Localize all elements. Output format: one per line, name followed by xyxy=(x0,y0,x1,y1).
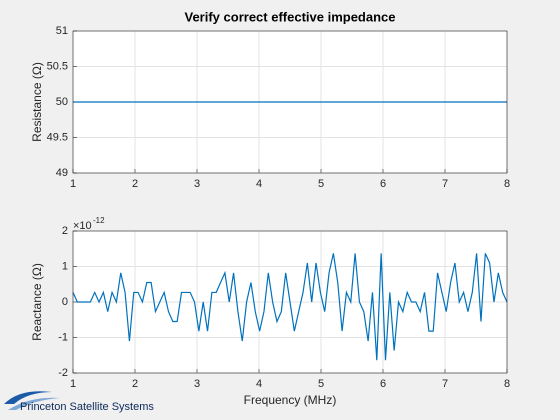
y-axis-label: Reactance (Ω) xyxy=(30,263,44,341)
y-tick-label: 49.5 xyxy=(47,131,68,143)
x-tick-label: 2 xyxy=(132,378,138,390)
x-tick-label: 4 xyxy=(256,378,262,390)
y-tick-label: 49 xyxy=(56,167,68,179)
x-tick-label: 8 xyxy=(504,378,510,390)
x-tick-label: 5 xyxy=(318,178,324,190)
logo: Princeton Satellite Systems xyxy=(4,391,154,413)
logo-swoosh xyxy=(4,391,52,404)
y-tick-label: -1 xyxy=(58,331,68,343)
x-tick-label: 5 xyxy=(318,378,324,390)
x-tick-label: 1 xyxy=(70,378,76,390)
y-exponent-power: -12 xyxy=(93,216,105,225)
y-tick-label: 1 xyxy=(62,260,68,272)
x-tick-label: 6 xyxy=(380,178,386,190)
data-line xyxy=(72,253,508,361)
y-exponent-base: ×10 xyxy=(73,220,92,232)
x-tick-label: 4 xyxy=(256,178,262,190)
y-tick-label: 0 xyxy=(62,296,68,308)
y-tick-label: 50.5 xyxy=(47,60,68,72)
chart-title: Verify correct effective impedance xyxy=(185,9,396,24)
x-tick-label: 3 xyxy=(194,178,200,190)
x-tick-label: 8 xyxy=(504,178,510,190)
x-tick-label: 2 xyxy=(132,178,138,190)
y-tick-label: 51 xyxy=(56,25,68,37)
x-tick-label: 7 xyxy=(442,378,448,390)
y-tick-label: 50 xyxy=(56,96,68,108)
axes-box xyxy=(72,230,508,374)
axes: 1 2 3 4 5 6 7 8 49 49.5 50 50.5 51 Verify correct eff… xyxy=(30,9,510,189)
y-tick-label: -2 xyxy=(58,367,68,379)
y-tick-label: 2 xyxy=(62,225,68,237)
logo-swoosh xyxy=(8,397,60,410)
x-axis-label: Frequency (MHz) xyxy=(244,393,337,407)
axes: 1 2 3 4 5 6 7 8 -2 -1 0 1 2 Frequency (MHz) Reactance … xyxy=(30,216,510,407)
y-axis-label: Resistance (Ω) xyxy=(30,62,44,142)
x-tick-label: 1 xyxy=(70,178,76,190)
axes-box xyxy=(72,30,508,174)
logo-text: Princeton Satellite Systems xyxy=(20,401,154,413)
x-tick-label: 7 xyxy=(442,178,448,190)
x-tick-label: 6 xyxy=(380,378,386,390)
x-tick-label: 3 xyxy=(194,378,200,390)
